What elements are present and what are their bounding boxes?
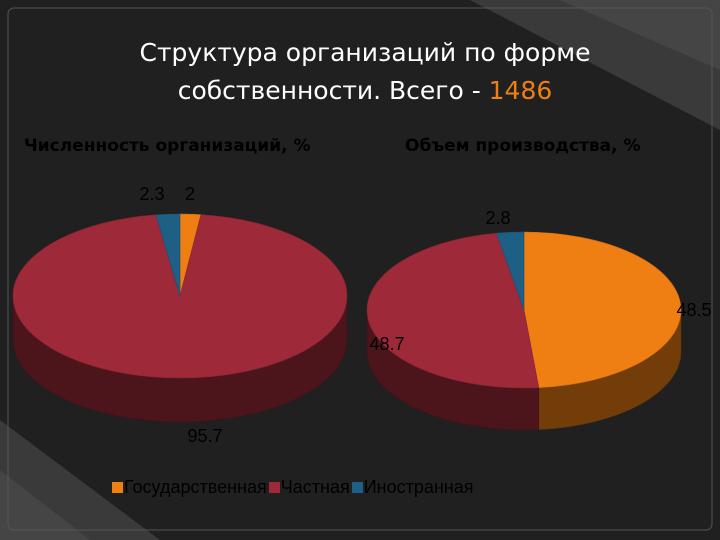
title-line-2: собственности. Всего - 1486 — [0, 72, 720, 110]
legend-swatch-private — [268, 481, 280, 493]
legend-item-private: Частная — [268, 476, 350, 498]
legend-label-private: Частная — [280, 476, 350, 497]
pie2-label-foreign: 2.8 — [485, 208, 510, 228]
legend-item-state: Государственная — [112, 477, 267, 498]
title-prefix: собственности. Всего - — [177, 76, 489, 105]
pie1-slice-foreign — [155, 213, 181, 297]
chart-1-title: Численность организаций, % — [24, 136, 311, 156]
pie1-slice-private — [12, 214, 348, 379]
pie2-slice-foreign — [496, 231, 525, 311]
legend-swatch-state — [112, 481, 123, 493]
pie2-label-private: 48.7 — [369, 334, 404, 354]
chart-2-title: Объем производства, % — [405, 136, 641, 156]
slide-title: Структура организаций по форме собственн… — [0, 34, 720, 110]
legend: Государственная Частная Иностранная — [112, 476, 475, 498]
pie1-label-private: 95.7 — [187, 426, 222, 446]
pie2-slice-private — [366, 232, 540, 389]
pie1-label-foreign: 2.3 — [139, 184, 164, 204]
pie-chart-2: 48.5 48.7 2.8 — [366, 208, 712, 431]
legend-label-foreign: Иностранная — [363, 476, 474, 497]
title-total: 1486 — [488, 76, 553, 105]
pie2-slice-state — [523, 231, 682, 388]
title-line-1: Структура организаций по форме — [139, 38, 591, 67]
legend-label-state: Государственная — [124, 476, 267, 497]
pie-chart-1: 2 95.7 2.3 — [12, 184, 348, 446]
pie2-label-state: 48.5 — [676, 300, 711, 320]
legend-swatch-foreign — [351, 481, 363, 493]
pie1-label-state: 2 — [185, 184, 195, 204]
legend-item-foreign: Иностранная — [351, 476, 474, 498]
